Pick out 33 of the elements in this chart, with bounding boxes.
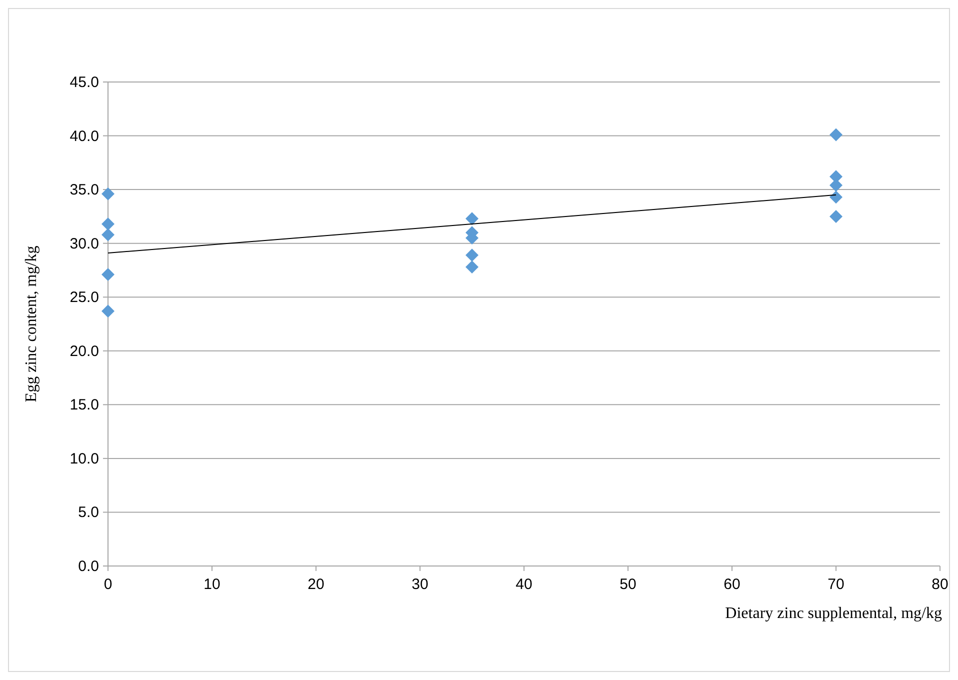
y-tick-label: 35.0: [70, 182, 99, 199]
x-axis-title: Dietary zinc supplemental, mg/kg: [725, 605, 942, 622]
y-tick-label: 30.0: [70, 235, 99, 252]
point: [102, 304, 114, 318]
point: [102, 228, 114, 242]
y-tick-label: 20.0: [70, 342, 99, 360]
y-tick-label: 15.0: [70, 396, 99, 414]
x-tick-label: 10: [204, 576, 220, 593]
point: [466, 212, 478, 226]
y-tick-label: 0.0: [78, 558, 99, 575]
x-tick-label: 80: [932, 576, 948, 593]
point: [466, 260, 478, 274]
point: [466, 248, 478, 262]
y-tick-label: 40.0: [70, 128, 99, 145]
point: [102, 268, 114, 282]
point: [830, 128, 842, 142]
point: [102, 217, 114, 230]
y-tick-label: 25.0: [70, 289, 99, 306]
x-tick-label: 30: [412, 576, 428, 593]
y-tick-label: 10.0: [70, 450, 99, 468]
x-tick-label: 40: [516, 576, 532, 593]
y-axis-title: Egg zinc content, mg/kg: [23, 246, 40, 402]
x-tick-label: 60: [724, 576, 740, 593]
x-tick-label: 0: [104, 576, 112, 593]
x-tick-label: 20: [308, 576, 324, 593]
x-tick-label: 50: [620, 576, 636, 593]
point: [102, 187, 114, 200]
y-tick-label: 5.0: [78, 504, 99, 522]
point: [830, 190, 842, 204]
point: [830, 210, 842, 223]
point: [830, 178, 842, 192]
x-tick-label: 70: [828, 576, 844, 593]
y-tick-label: 45.0: [70, 74, 99, 91]
